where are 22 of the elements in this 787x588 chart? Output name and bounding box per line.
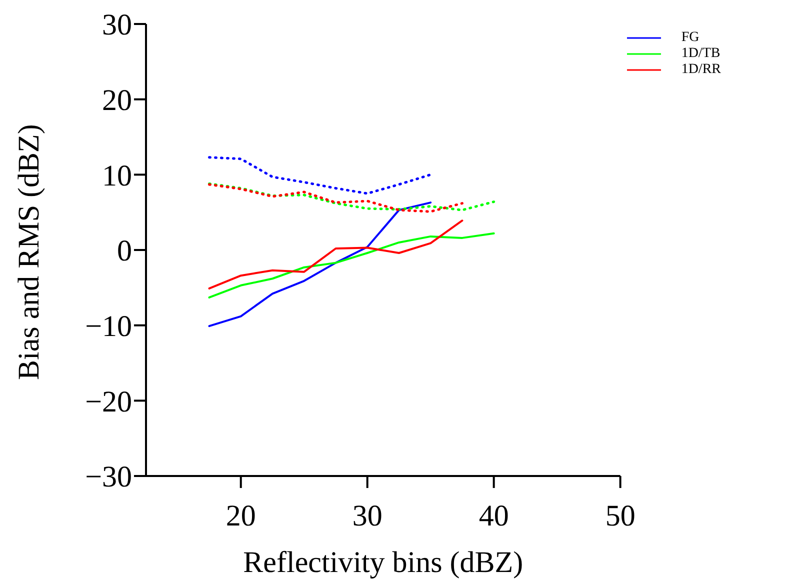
y-axis-title: Bias and RMS (dBZ) bbox=[12, 124, 46, 380]
line-series bbox=[208, 202, 432, 328]
line-series bbox=[208, 183, 464, 213]
y-tick-label: −30 bbox=[85, 460, 132, 494]
legend-label: FG bbox=[681, 30, 700, 46]
y-tick-label: −10 bbox=[85, 310, 132, 343]
line-series bbox=[208, 232, 495, 298]
y-tick-label: 30 bbox=[102, 8, 132, 42]
line-series bbox=[208, 156, 432, 195]
legend-label: 1D/TB bbox=[681, 46, 720, 62]
y-tick-label: 20 bbox=[102, 84, 132, 117]
x-tick-label: 30 bbox=[352, 499, 382, 532]
y-tick-label: −20 bbox=[85, 385, 132, 418]
line-series bbox=[208, 220, 464, 290]
y-tick-label: 0 bbox=[117, 234, 132, 268]
x-tick-label: 40 bbox=[478, 499, 509, 532]
legend-label: 1D/RR bbox=[681, 62, 721, 78]
line-series bbox=[208, 182, 496, 212]
x-tick-label: 20 bbox=[226, 499, 256, 532]
y-tick-label: 10 bbox=[102, 159, 132, 192]
x-axis-title: Reflectivity bins (dBZ) bbox=[243, 546, 524, 579]
x-tick-label: 50 bbox=[605, 499, 636, 532]
